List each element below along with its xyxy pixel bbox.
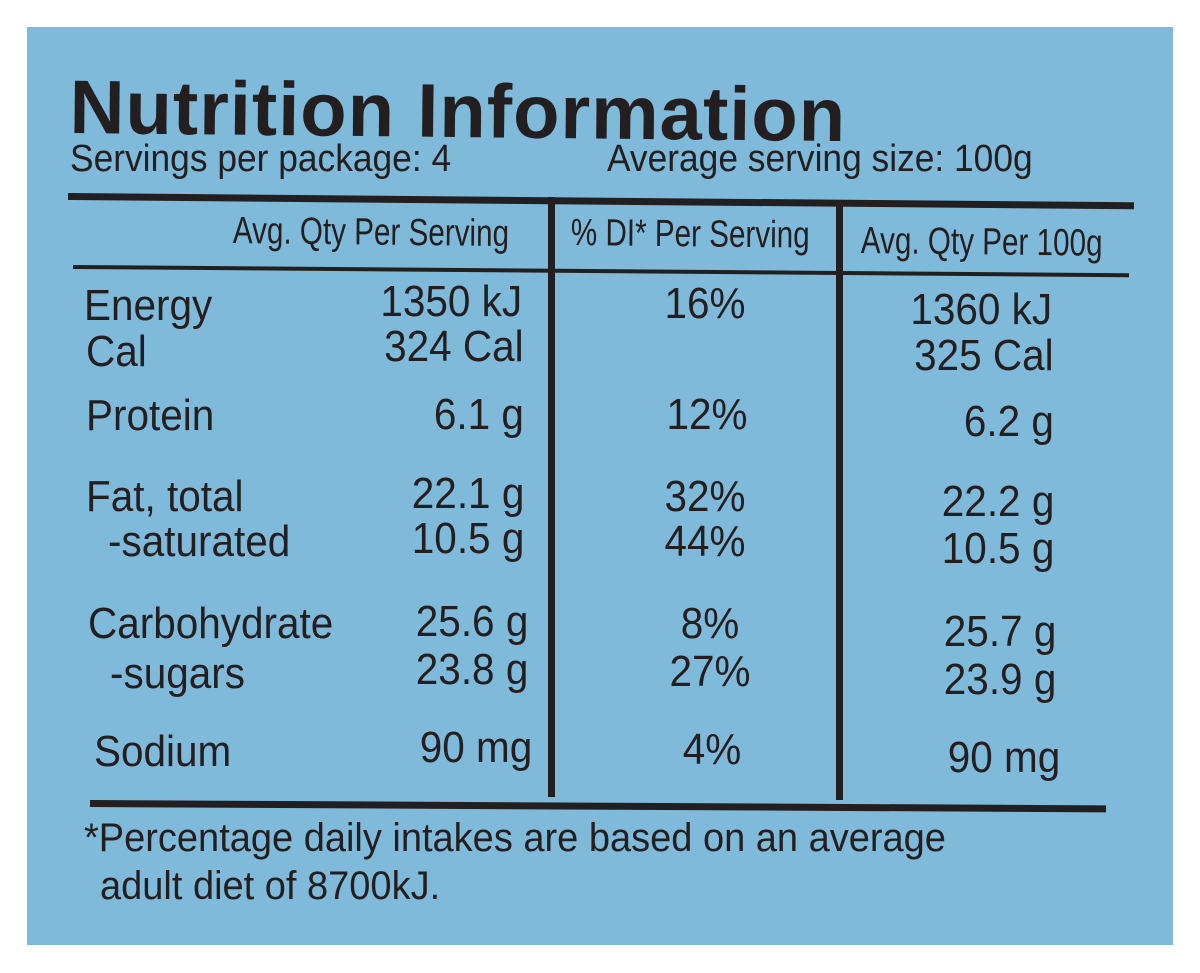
row-label-saturated: -saturated <box>108 517 291 566</box>
column-header-di-per-serving: % DI* Per Serving <box>570 212 810 257</box>
column-divider-2 <box>836 200 843 800</box>
sugars-per-serving: 23.8 g <box>415 645 528 694</box>
cal-per-100g: 325 Cal <box>914 331 1054 380</box>
row-label-carbohydrate: Carbohydrate <box>88 599 334 648</box>
energy-di: 16% <box>664 279 746 328</box>
energy-per-serving: 1350 kJ <box>380 277 522 326</box>
servings-per-package: Servings per package: 4 <box>70 138 452 180</box>
sugars-per-100g: 23.9 g <box>943 655 1056 704</box>
row-label-sodium: Sodium <box>94 727 232 776</box>
average-serving-size: Average serving size: 100g <box>607 138 1033 180</box>
column-header-per-serving: Avg. Qty Per Serving <box>232 210 510 256</box>
row-label-protein: Protein <box>86 391 215 440</box>
row-label-fat-total: Fat, total <box>86 472 244 521</box>
row-label-energy: Energy <box>84 281 213 330</box>
column-divider-1 <box>548 197 555 797</box>
protein-per-100g: 6.2 g <box>963 397 1054 446</box>
sodium-per-100g: 90 mg <box>947 733 1060 782</box>
cal-per-serving: 324 Cal <box>384 322 524 371</box>
energy-per-100g: 1360 kJ <box>910 285 1052 334</box>
fat-total-per-serving: 22.1 g <box>411 469 524 518</box>
carbohydrate-per-100g: 25.7 g <box>943 607 1056 656</box>
nutrition-panel <box>27 27 1173 945</box>
sugars-di: 27% <box>669 647 751 696</box>
saturated-per-serving: 10.5 g <box>411 514 524 563</box>
column-header-per-100g: Avg. Qty Per 100g <box>860 220 1103 265</box>
footnote-line-1: *Percentage daily intakes are based on a… <box>84 816 946 860</box>
row-label-cal: Cal <box>86 327 147 376</box>
carbohydrate-di: 8% <box>680 599 740 648</box>
sodium-per-serving: 90 mg <box>419 723 532 772</box>
footnote-line-2: adult diet of 8700kJ. <box>100 864 441 908</box>
sodium-di: 4% <box>682 725 742 774</box>
fat-total-per-100g: 22.2 g <box>941 477 1054 526</box>
protein-per-serving: 6.1 g <box>433 390 524 439</box>
saturated-di: 44% <box>664 517 746 566</box>
carbohydrate-per-serving: 25.6 g <box>415 597 528 646</box>
saturated-per-100g: 10.5 g <box>941 524 1054 573</box>
fat-total-di: 32% <box>664 472 746 521</box>
protein-di: 12% <box>666 390 748 439</box>
row-label-sugars: -sugars <box>110 649 245 698</box>
